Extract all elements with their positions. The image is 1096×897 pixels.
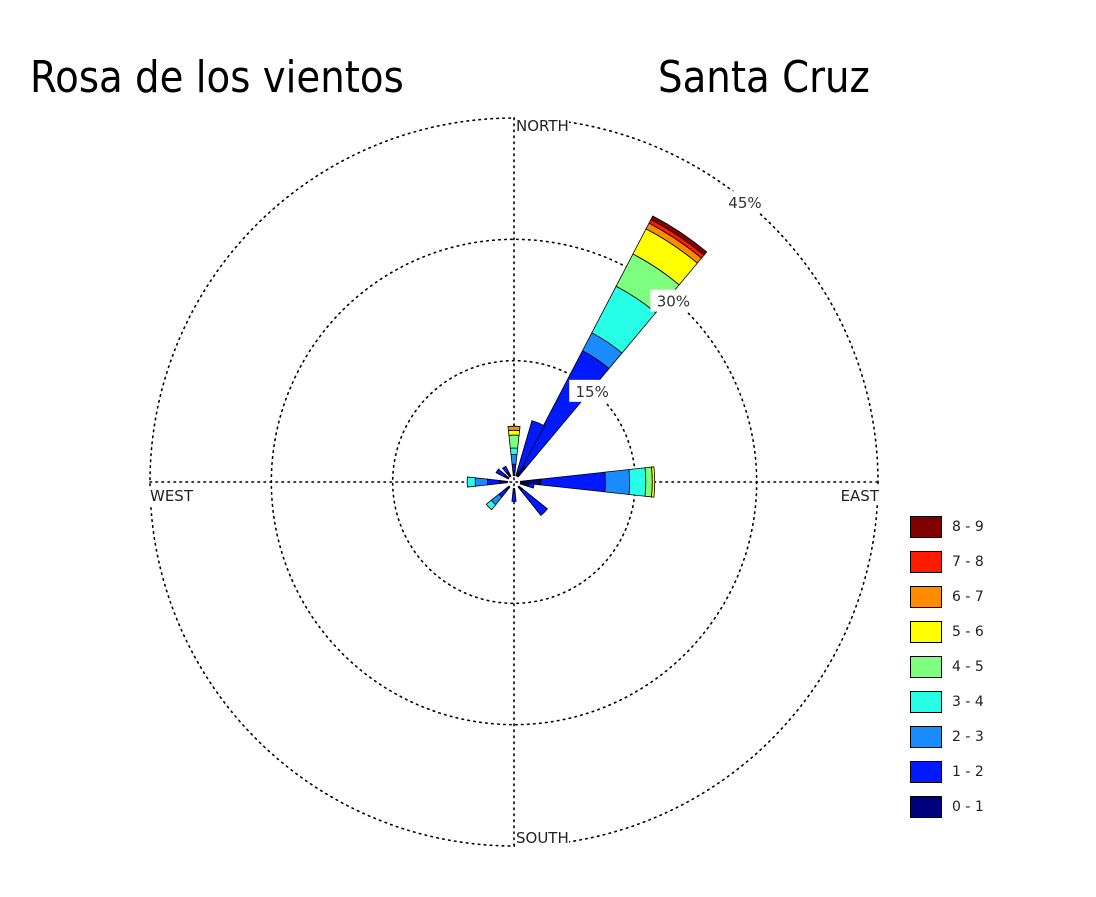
legend-item: 7 - 8 — [910, 551, 1030, 573]
petal-326.25-bin-1 — [502, 465, 510, 474]
petal-90-bin-2 — [604, 469, 631, 495]
legend-item: 4 - 5 — [910, 656, 1030, 678]
direction-label-north: NORTH — [516, 117, 569, 135]
petal-0-bin-5 — [507, 429, 521, 436]
ring-label-15: 15% — [576, 383, 609, 401]
legend-label: 8 - 9 — [952, 519, 984, 535]
legend-item: 3 - 4 — [910, 691, 1030, 713]
petal-180-bin-1 — [511, 492, 517, 502]
petal-33.75-bin-1 — [522, 350, 610, 469]
legend-swatch — [910, 796, 942, 818]
petal-33.75-bin-8 — [650, 215, 708, 256]
direction-label-west: WEST — [150, 487, 194, 505]
legend-item: 1 - 2 — [910, 761, 1030, 783]
petal-101.25-bin-0 — [519, 482, 529, 487]
legend-item: 5 - 6 — [910, 621, 1030, 643]
legend-swatch — [910, 761, 942, 783]
petal-0-bin-3 — [509, 447, 519, 456]
legend-label: 1 - 2 — [952, 764, 984, 780]
legend-swatch — [910, 621, 942, 643]
petal-270-bin-0 — [499, 479, 509, 485]
petal-270-bin-1 — [486, 478, 500, 486]
petal-270-bin-3 — [466, 476, 476, 488]
petal-0-bin-4 — [508, 434, 520, 449]
petal-0-bin-1 — [511, 463, 517, 472]
legend-swatch — [910, 691, 942, 713]
legend-item: 0 - 1 — [910, 796, 1030, 818]
legend-swatch — [910, 656, 942, 678]
direction-label-bg — [515, 117, 569, 135]
legend-label: 6 - 7 — [952, 589, 984, 605]
legend-label: 7 - 8 — [952, 554, 984, 570]
station-title: Santa Cruz — [658, 52, 870, 103]
legend-item: 8 - 9 — [910, 516, 1030, 538]
petal-90-bin-5 — [651, 466, 656, 498]
petal-0-bin-0 — [512, 470, 516, 477]
ring-label-bg — [721, 191, 768, 214]
petal-22.5-bin-1 — [516, 420, 546, 473]
petal-270-bin-2 — [474, 477, 488, 487]
legend-swatch — [910, 586, 942, 608]
direction-label-bg — [515, 829, 569, 847]
legend-swatch — [910, 516, 942, 538]
legend-swatch — [910, 551, 942, 573]
petal-0-bin-2 — [510, 454, 518, 465]
petal-90-bin-3 — [628, 467, 647, 497]
petal-90-bin-4 — [644, 466, 653, 498]
ring-label-30: 30% — [657, 293, 690, 311]
direction-label-south: SOUTH — [516, 829, 569, 847]
petal-0-bin-6 — [507, 425, 521, 431]
petal-101.25-bin-1 — [527, 482, 535, 489]
legend-label: 4 - 5 — [952, 659, 984, 675]
petal-180-bin-0 — [512, 487, 516, 494]
ring-label-45: 45% — [728, 194, 761, 212]
ring-label-bg — [650, 289, 697, 312]
legend-item: 2 - 3 — [910, 726, 1030, 748]
direction-label-bg — [825, 487, 879, 505]
legend-label: 2 - 3 — [952, 729, 984, 745]
petal-303.75-bin-1 — [495, 468, 506, 478]
legend-item: 6 - 7 — [910, 586, 1030, 608]
legend-label: 0 - 1 — [952, 799, 984, 815]
petal-90-bin-1 — [540, 471, 606, 493]
chart-title: Rosa de los vientos — [30, 52, 404, 103]
direction-label-east: EAST — [841, 487, 880, 505]
legend-swatch — [910, 726, 942, 748]
ring-label-bg — [569, 379, 616, 402]
petal-135-bin-1 — [520, 488, 548, 516]
direction-label-bg — [149, 487, 203, 505]
petal-225-bin-3 — [485, 499, 497, 511]
legend-label: 3 - 4 — [952, 694, 984, 710]
legend-label: 5 - 6 — [952, 624, 984, 640]
